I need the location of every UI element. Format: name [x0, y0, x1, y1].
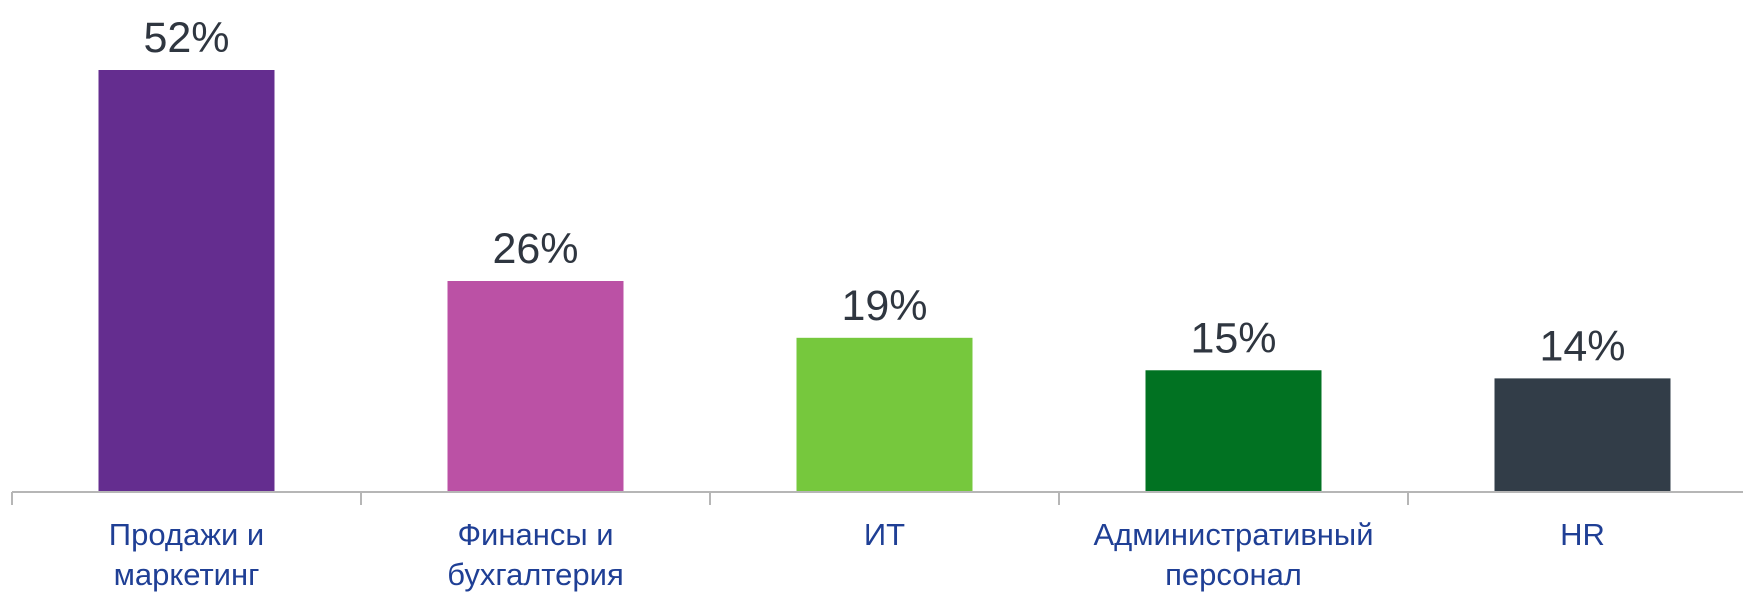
x-axis [11, 491, 1743, 505]
bar-3 [796, 337, 973, 492]
value-label-1: 52% [143, 14, 229, 62]
category-label-line: Финансы и [457, 517, 613, 552]
category-label-line: HR [1560, 517, 1605, 552]
bars-layer [98, 70, 1671, 492]
category-label-line: Административный [1093, 517, 1373, 552]
category-label-line: ИТ [864, 517, 905, 552]
value-label-5: 14% [1539, 322, 1625, 370]
bar-2 [447, 281, 624, 492]
value-label-3: 19% [841, 282, 927, 330]
bar-5 [1494, 378, 1671, 492]
category-label-line: Продажи и [109, 517, 264, 552]
value-label-4: 15% [1190, 314, 1276, 362]
category-label-line: маркетинг [114, 557, 260, 592]
bar-1 [98, 70, 275, 492]
category-label-line: бухгалтерия [447, 557, 623, 592]
category-label-5: HR [1560, 517, 1605, 552]
category-label-2: Финансы и бухгалтерия [447, 517, 623, 592]
value-labels-layer: 52% 26% 19% 15% 14% [143, 14, 1625, 370]
category-labels-layer: Продажи и маркетинг Финансы и бухгалтерия ИТ… [109, 517, 1605, 592]
category-label-3: ИТ [864, 517, 905, 552]
bar-4 [1145, 370, 1322, 492]
category-label-4: Административный персонал [1093, 517, 1373, 592]
category-label-1: Продажи и маркетинг [109, 517, 264, 592]
category-label-line: персонал [1165, 557, 1302, 592]
value-label-2: 26% [492, 225, 578, 273]
